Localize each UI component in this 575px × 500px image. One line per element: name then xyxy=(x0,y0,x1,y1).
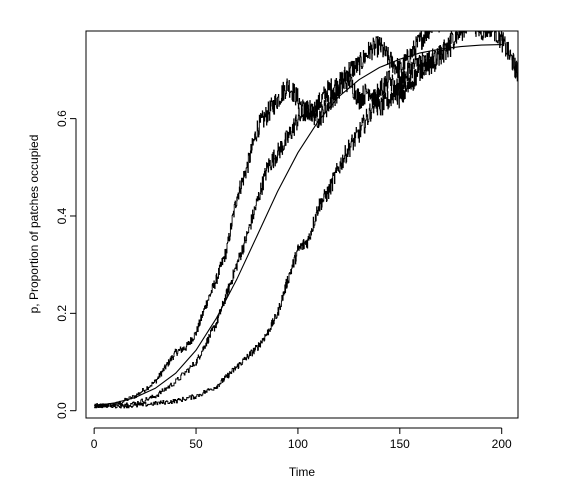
x-axis-title: Time xyxy=(289,465,316,479)
y-tick-label: 0.0 xyxy=(55,402,69,419)
x-axis: 0 50 100 150 200 xyxy=(91,427,512,451)
y-tick-label: 0.4 xyxy=(55,207,69,224)
y-tick-label: 0.6 xyxy=(55,110,69,127)
series-line-3 xyxy=(94,31,518,409)
y-axis: 0.0 0.2 0.4 0.6 xyxy=(55,110,77,419)
y-tick-label: 0.2 xyxy=(55,305,69,322)
series-line-1 xyxy=(94,44,502,407)
series-layer xyxy=(94,31,518,409)
y-axis-title: p, Proportion of patches occupied xyxy=(27,135,41,314)
series-line-4 xyxy=(94,35,452,409)
x-tick-label: 150 xyxy=(390,437,410,451)
plot-frame xyxy=(85,30,519,419)
x-tick-label: 50 xyxy=(189,437,203,451)
series-line-2 xyxy=(94,31,441,408)
x-tick-label: 200 xyxy=(492,437,512,451)
x-tick-label: 100 xyxy=(288,437,308,451)
x-tick-label: 0 xyxy=(91,437,98,451)
